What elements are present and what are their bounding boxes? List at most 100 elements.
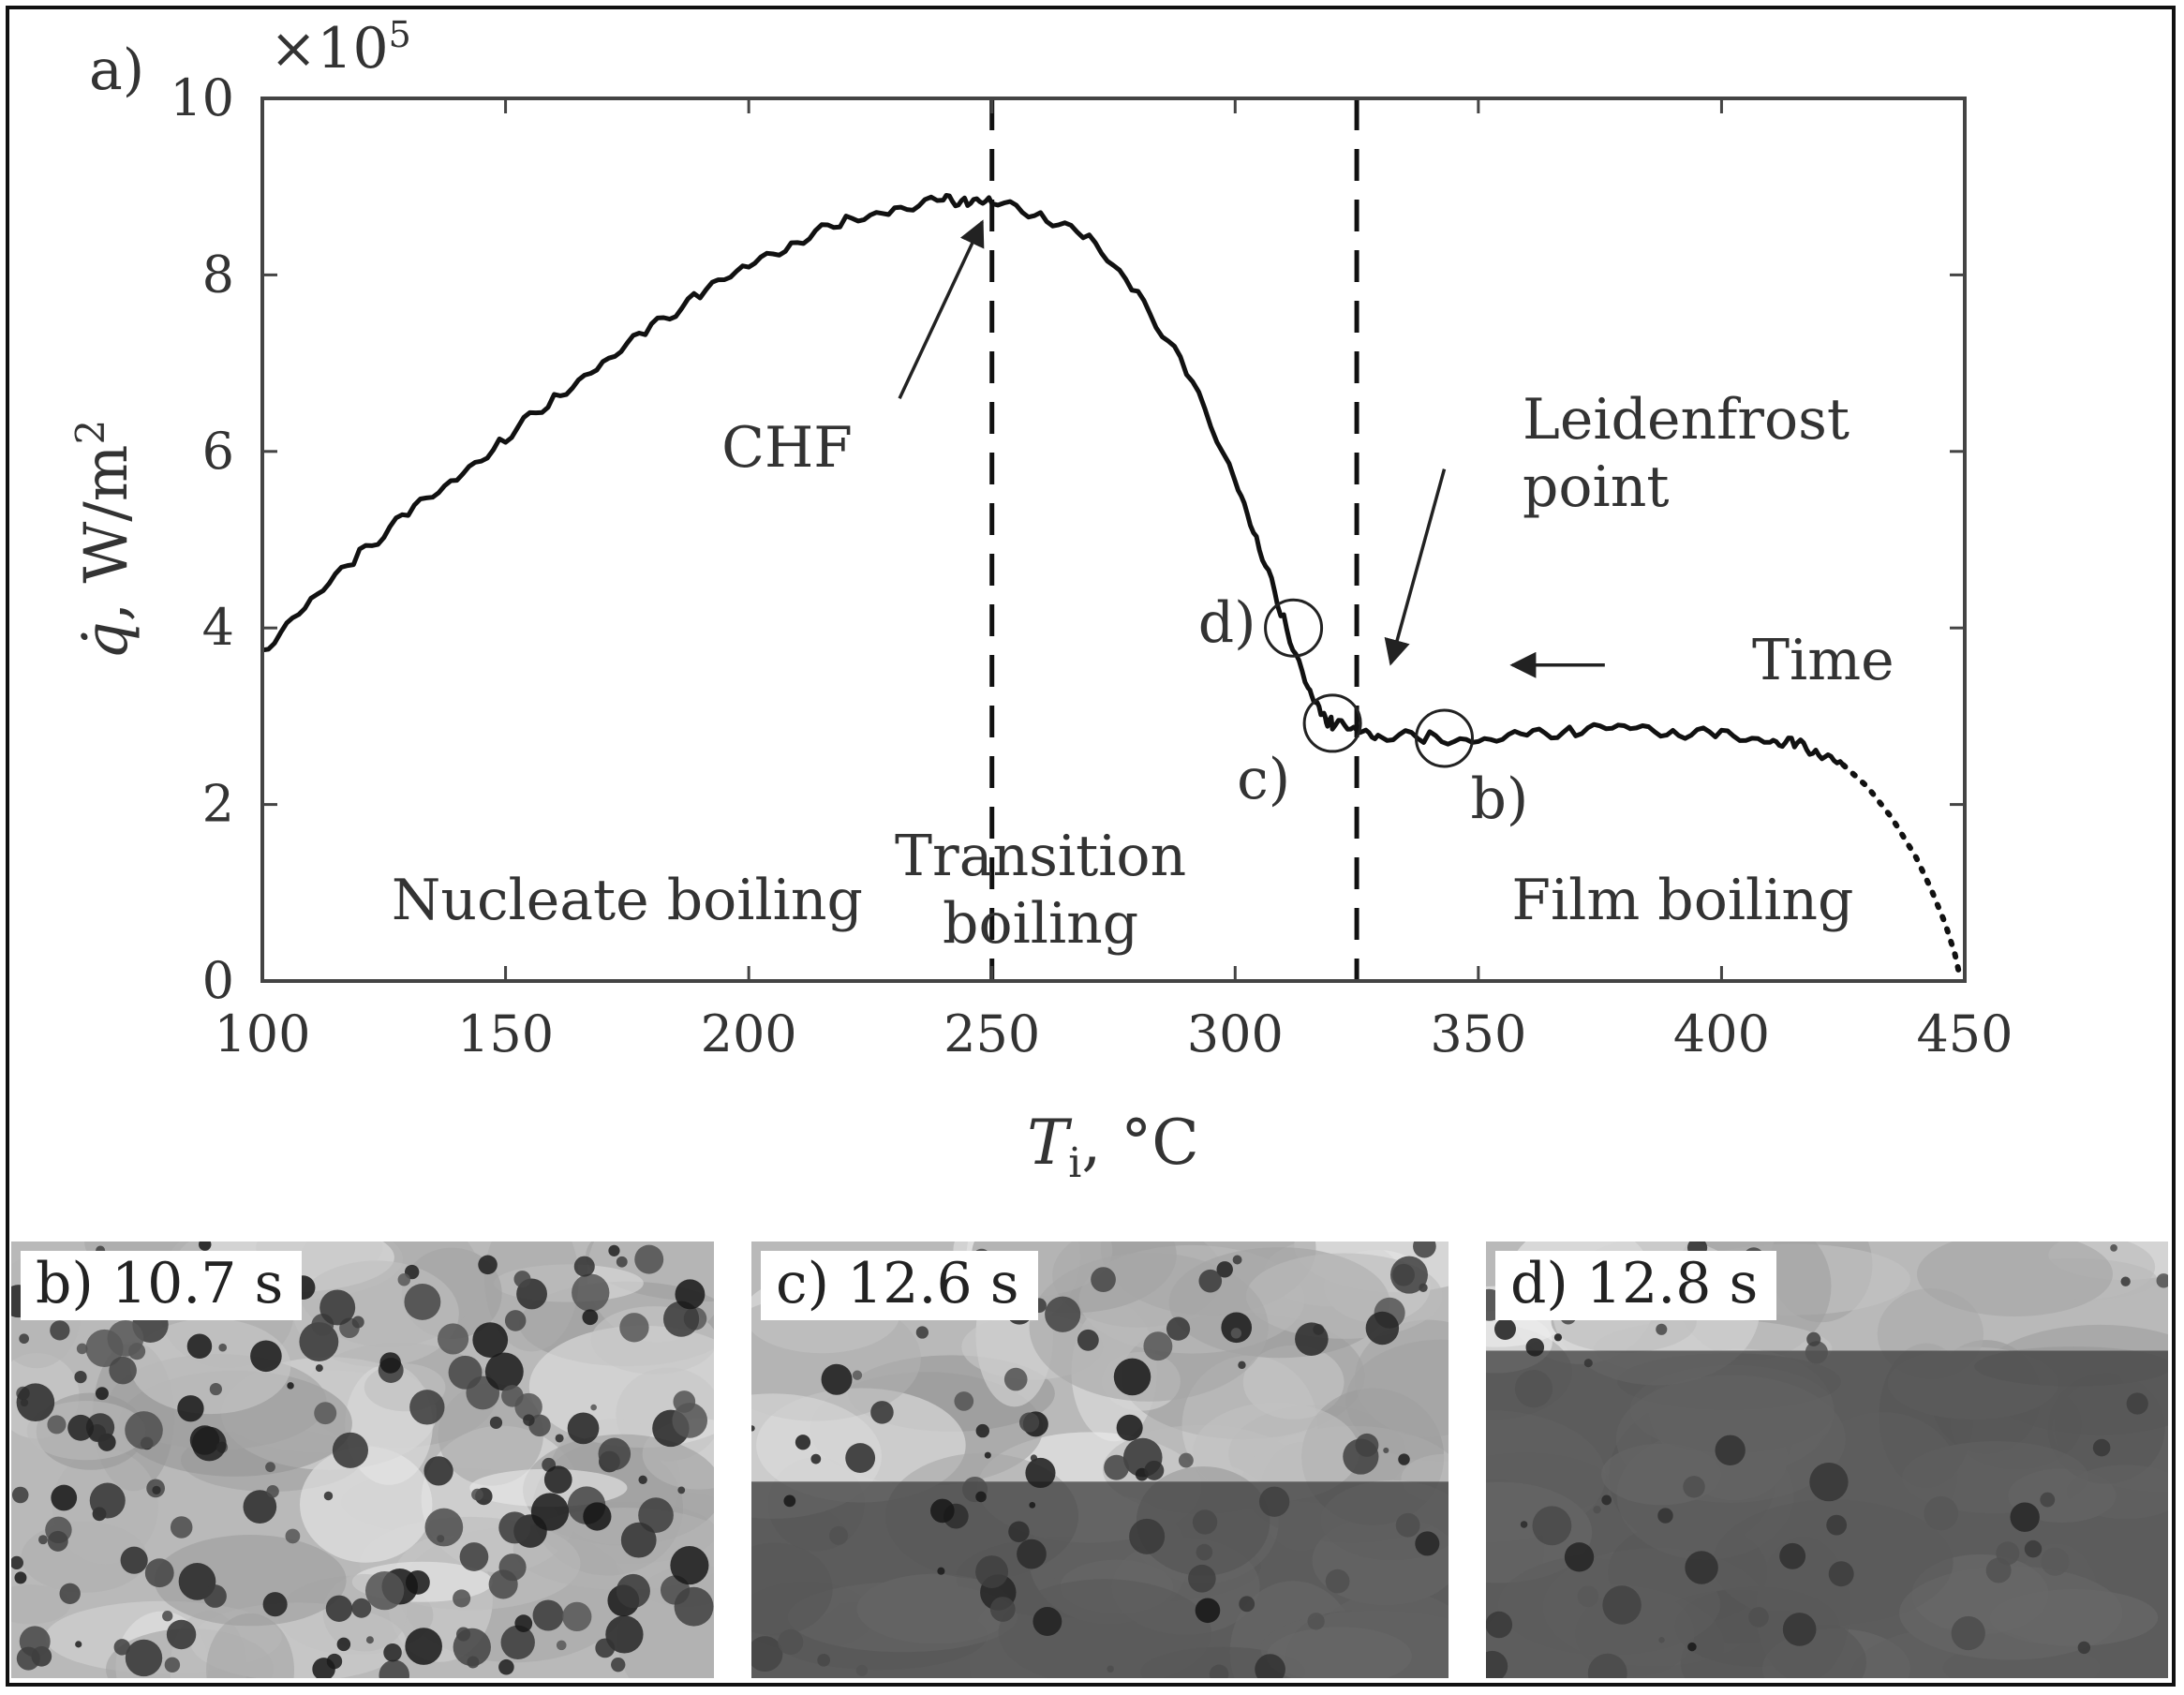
photo-bubble xyxy=(319,1289,356,1326)
photo-bubble xyxy=(1143,1331,1173,1361)
photo-bubble xyxy=(751,1636,783,1673)
photo-bubble xyxy=(638,1497,674,1533)
annotation-text: Leidenfrost point xyxy=(1523,387,1850,520)
photo-bubble xyxy=(1238,1360,1246,1370)
photo-bubble xyxy=(2156,1273,2168,1288)
photo-bubble xyxy=(530,1493,570,1531)
photo-panel-d: d) 12.8 s xyxy=(1486,1242,2168,1678)
photo-bubble xyxy=(1806,1331,1821,1346)
photo-bubble xyxy=(1486,1611,1513,1639)
photo-bubble xyxy=(498,1554,527,1582)
photo-bubble xyxy=(1593,1506,1601,1514)
photo-bubble xyxy=(1107,1665,1114,1673)
y-axis-unit: , W/m xyxy=(72,445,141,622)
photo-bubble xyxy=(562,1601,592,1632)
photo-bubble xyxy=(984,1451,991,1459)
annotation-text-line: CHF xyxy=(721,415,853,481)
photo-bubble xyxy=(1077,1329,1099,1351)
photo-bubble xyxy=(1091,1267,1116,1293)
photo-bubble xyxy=(1658,1637,1665,1643)
photo-bubble xyxy=(162,1611,173,1622)
photo-bubble xyxy=(1779,1542,1806,1569)
photo-bubble xyxy=(778,1628,804,1656)
panel-label: a) xyxy=(89,37,144,103)
regime-label: Film boiling xyxy=(1511,868,1853,933)
photo-bubble xyxy=(14,1571,27,1584)
photo-bubble xyxy=(409,1390,445,1425)
photo-bubble xyxy=(1564,1542,1595,1572)
photo-bubble xyxy=(2110,1244,2117,1252)
photo-bubble xyxy=(1601,1494,1612,1506)
photo-bubble xyxy=(326,1653,343,1670)
photo-bubble xyxy=(1924,1495,1958,1531)
photo-bubble xyxy=(595,1638,616,1658)
photo-dark-region xyxy=(1486,1350,2168,1678)
regime-label-line: Transition xyxy=(895,824,1186,889)
photo-bubble xyxy=(1748,1607,1769,1628)
photo-texture-patch xyxy=(299,1446,433,1563)
photo-bubble xyxy=(1383,1447,1389,1453)
photo-bubble xyxy=(975,1555,1009,1589)
photo-bubble xyxy=(556,1640,567,1651)
photo-bubble xyxy=(1395,1512,1420,1538)
photo-bubble xyxy=(50,1320,70,1341)
x-tick-label: 100 xyxy=(214,1004,310,1063)
x-tick-label: 200 xyxy=(701,1004,797,1063)
photo-bubble xyxy=(120,1546,148,1574)
photo-bubble xyxy=(1030,1454,1038,1462)
photo-bubble xyxy=(1144,1460,1165,1480)
photo-bubble xyxy=(1951,1615,1985,1651)
x-axis-label: Ti, °C xyxy=(1027,1107,1199,1187)
photo-bubble xyxy=(1657,1508,1673,1524)
photo-bubble xyxy=(484,1352,524,1391)
photo-bubble xyxy=(1192,1509,1218,1535)
photo-bubble xyxy=(1486,1650,1508,1678)
photo-bubble xyxy=(379,1352,401,1374)
photo-bubble xyxy=(821,1363,853,1395)
photo-bubble xyxy=(1008,1521,1030,1542)
photo-bubble xyxy=(975,1423,989,1438)
photo-bubble xyxy=(514,1614,533,1633)
photo-bubble xyxy=(583,1502,612,1531)
photo-bubble xyxy=(1398,1453,1410,1465)
photo-bubble xyxy=(1325,1569,1350,1594)
photo-bubble xyxy=(76,1343,88,1355)
x-axis-subscript: i xyxy=(1068,1139,1081,1187)
photo-bubble xyxy=(89,1482,126,1519)
photo-bubble xyxy=(1258,1486,1290,1517)
photo-bubble xyxy=(404,1284,441,1320)
photo-bubble xyxy=(582,1309,599,1326)
photo-bubble xyxy=(2024,1539,2043,1558)
photo-bubble xyxy=(472,1322,509,1358)
photo-bubble xyxy=(11,1486,29,1504)
photo-bubble xyxy=(1307,1613,1325,1630)
photo-bubble xyxy=(379,1659,409,1678)
photo-bubble xyxy=(74,1370,87,1384)
photo-bubble xyxy=(2092,1438,2111,1457)
photo-bubble xyxy=(1188,1564,1216,1593)
photo-bubble xyxy=(125,1639,163,1677)
photo-bubble xyxy=(325,1595,353,1622)
regime-label: Transition boiling xyxy=(895,824,1186,957)
photo-bubble xyxy=(1365,1311,1400,1346)
photo-bubble xyxy=(203,1584,227,1608)
photo-bubble xyxy=(855,1664,869,1677)
photo-bubble xyxy=(783,1494,796,1508)
photo-bubble xyxy=(1532,1506,1572,1546)
annotation-text-line: point xyxy=(1523,454,1669,520)
photo-bubble xyxy=(1587,1653,1627,1678)
photo-panel-b: b) 10.7 s xyxy=(11,1242,714,1678)
y-tick-label: 4 xyxy=(202,598,234,657)
photo-bubble xyxy=(1390,1256,1428,1294)
photo-bubble xyxy=(1553,1333,1563,1342)
photo-bubble xyxy=(1809,1462,1849,1502)
photo-bubble xyxy=(478,1255,498,1275)
photo-bubble xyxy=(573,1256,595,1277)
photo-bubble xyxy=(500,1625,535,1660)
photo-bubble xyxy=(47,1415,67,1435)
photo-bubble xyxy=(1029,1501,1036,1509)
photo-bubble xyxy=(620,1522,657,1558)
photo-bubble xyxy=(1230,1328,1242,1339)
photo-bubble xyxy=(152,1485,161,1495)
photo-bubble xyxy=(670,1546,709,1585)
